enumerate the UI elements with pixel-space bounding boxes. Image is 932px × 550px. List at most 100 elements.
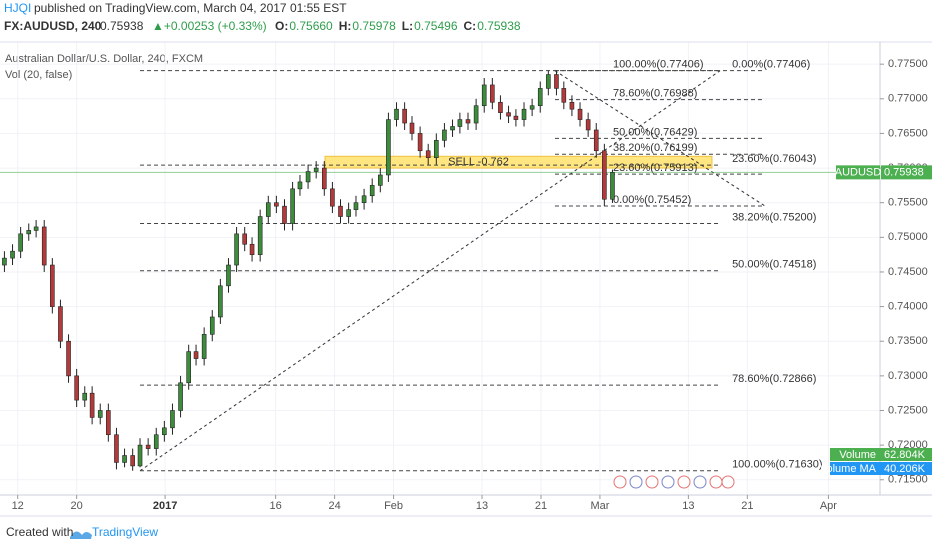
fib-label: 0.00%(0.75452) — [613, 194, 691, 206]
y-tick-label: 0.74500 — [888, 266, 928, 278]
candle-body — [257, 216, 263, 255]
volume-tag-bg — [830, 448, 932, 461]
event-icons — [613, 475, 735, 489]
candle-body — [378, 174, 383, 186]
x-tick-label: Feb — [384, 500, 403, 512]
candle-body — [481, 84, 487, 107]
ohlc-value: 0.75660 — [289, 19, 333, 33]
fib-label: 78.60%(0.76988) — [613, 88, 697, 100]
candle-body — [313, 167, 319, 172]
candle-body — [402, 108, 407, 124]
y-tick-label: 0.77000 — [888, 93, 928, 105]
volume-tag-name: Volume — [839, 449, 876, 461]
candle-body — [114, 434, 119, 463]
volume-tag-value: 62.804K — [884, 449, 926, 461]
y-tick-label: 0.71500 — [888, 474, 928, 486]
candle-body — [145, 444, 151, 449]
fib-label: 50.00%(0.74518) — [732, 259, 816, 271]
candle-body — [265, 202, 271, 217]
candle-body — [209, 316, 215, 335]
candle-body — [610, 172, 615, 200]
x-tick-label: 21 — [741, 500, 753, 512]
candle-body — [153, 434, 159, 449]
candle-body — [361, 195, 367, 203]
candle-body — [425, 150, 431, 158]
candle-body — [218, 285, 223, 318]
candle-body — [561, 88, 567, 103]
candle-body — [170, 410, 175, 429]
ohlc-value: 0.75496 — [414, 19, 458, 33]
fib-label: 100.00%(0.71630) — [732, 459, 823, 471]
candle-body — [282, 205, 287, 224]
footer-brand: TradingView — [92, 525, 158, 539]
fib-label: 23.60%(0.76043) — [732, 153, 816, 165]
price-tag: 0.75938 — [884, 166, 924, 178]
fib-label: 78.60%(0.72866) — [732, 373, 816, 385]
candle-body — [409, 122, 415, 134]
sell-zone — [324, 155, 713, 169]
candle-body — [473, 105, 479, 124]
candle-body — [41, 226, 47, 266]
candle-body — [74, 375, 79, 401]
candle-body — [193, 351, 199, 359]
published: published on TradingView.com, March 04, … — [34, 1, 347, 15]
plot: SELL -0.762 0.00%(0.77406) 23.60%(0.76043)… — [0, 42, 880, 495]
symbol: FX:AUDUSD, 240 — [4, 19, 102, 33]
x-tick-label: 20 — [71, 500, 83, 512]
candle-body — [305, 171, 311, 183]
symbol-tag-bg — [836, 165, 880, 180]
candle-body — [537, 88, 543, 107]
y-tick-label: 0.74000 — [888, 301, 928, 313]
fib-label: 38.20%(0.76199) — [613, 142, 697, 154]
candle-body — [506, 112, 511, 117]
candle-body — [2, 257, 7, 266]
candle-body — [10, 250, 15, 259]
fib-label: 23.60%(0.75913) — [613, 162, 697, 174]
candle-body — [369, 185, 375, 197]
chart-title: Australian Dollar/U.S. Dollar, 240, FXCM — [5, 53, 203, 65]
candle-body — [602, 150, 607, 200]
ohlc-key: H: — [339, 19, 352, 33]
ohlc-key: L: — [402, 19, 413, 33]
x-tick-label: 2017 — [153, 500, 177, 512]
y-tick-label: 0.73000 — [888, 370, 928, 382]
y-tick-label: 0.75000 — [888, 231, 928, 243]
candle-body — [521, 108, 527, 120]
y-tick-label: 0.72500 — [888, 404, 928, 416]
candle-body — [569, 101, 575, 110]
y-tick-label: 0.75500 — [888, 197, 928, 209]
candle-body — [82, 392, 88, 401]
candle-body — [66, 340, 71, 377]
subtitle: Vol (20, false) — [5, 69, 72, 81]
candle-body — [89, 392, 95, 418]
candle-body — [58, 306, 63, 342]
zone-label: SELL -0.762 — [448, 156, 509, 168]
candle-body — [274, 202, 279, 207]
candle-body — [490, 84, 495, 103]
y-tick-label: 0.77500 — [888, 58, 928, 70]
volume-tag-name: Volume MA — [820, 463, 877, 475]
ohlc-value: 0.75938 — [477, 19, 521, 33]
candle-body — [321, 167, 327, 190]
candle-body — [498, 101, 503, 113]
fib-label: 38.20%(0.75200) — [732, 211, 816, 223]
x-tick-label: 13 — [476, 500, 488, 512]
candle-body — [234, 233, 239, 266]
x-tick-label: Apr — [820, 500, 837, 512]
x-tick-label: Mar — [590, 500, 609, 512]
candle-body — [201, 334, 207, 359]
candle-body — [465, 119, 471, 124]
fib-label: 50.00%(0.76429) — [613, 126, 697, 138]
x-tick-label: 16 — [270, 500, 282, 512]
candle-body — [50, 264, 55, 307]
candle-body — [249, 243, 255, 255]
candle-body — [450, 126, 455, 131]
price-tag-bg — [881, 165, 932, 180]
candle-body — [330, 188, 335, 207]
change: ▲+0.00253 (+0.33%) — [152, 19, 267, 33]
ohlc-key: O: — [275, 19, 288, 33]
candle-body — [593, 129, 599, 152]
